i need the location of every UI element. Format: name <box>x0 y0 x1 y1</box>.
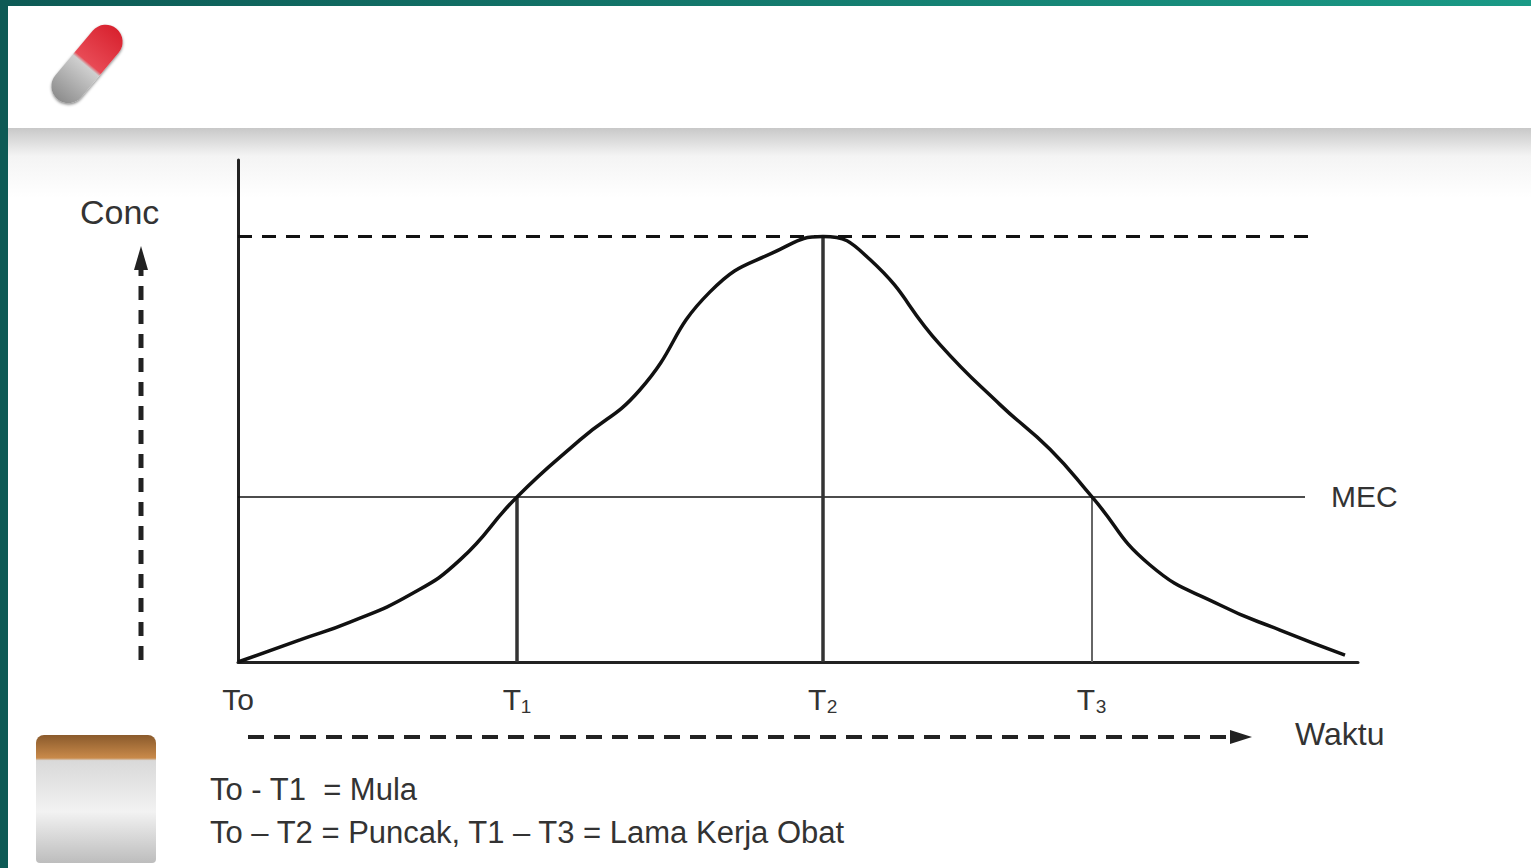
svg-text:To – T2 = Puncak, T1 – T3 = La: To – T2 = Puncak, T1 – T3 = Lama Kerja O… <box>210 815 845 850</box>
svg-text:To - T1 = Mula: To - T1 = Mula <box>210 772 418 807</box>
svg-text:MEC: MEC <box>1331 480 1398 513</box>
svg-text:T₁: T₁ <box>503 683 531 716</box>
svg-text:Conc: Conc <box>80 193 159 231</box>
svg-text:To: To <box>222 683 254 716</box>
svg-text:T₃: T₃ <box>1077 683 1108 716</box>
svg-text:T₂: T₂ <box>808 683 838 716</box>
svg-text:Waktu: Waktu <box>1295 716 1385 752</box>
